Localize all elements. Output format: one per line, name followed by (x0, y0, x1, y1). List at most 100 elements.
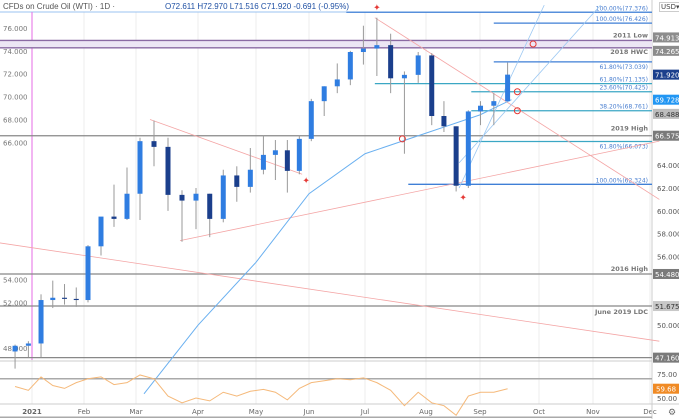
x-tick-label: Mar (129, 408, 142, 416)
candle-body (491, 101, 497, 106)
symbol-title: CFDs on Crude Oil (WTI) · 1D · (3, 2, 116, 11)
y-tick-label: 52.000 (3, 299, 28, 307)
target-circle-icon (529, 40, 537, 48)
x-tick-label: Nov (586, 408, 600, 416)
settings-gear-icon[interactable]: ⚙ (668, 408, 676, 418)
candle (179, 190, 185, 242)
candle (429, 53, 435, 126)
price-label-badge (653, 32, 679, 43)
candle-body (98, 216, 104, 247)
trendline (374, 17, 660, 200)
rsi-tick-label: 50.00 (657, 395, 677, 403)
candle (62, 284, 68, 305)
candle-body (179, 194, 185, 201)
candle-body (220, 175, 226, 219)
y-tick-label: 70.000 (3, 94, 28, 102)
candle (193, 188, 199, 230)
level-label: 2018 HWC (610, 48, 648, 56)
candle (401, 71, 407, 154)
candle (296, 135, 302, 175)
candle (360, 25, 366, 65)
currency-selector[interactable]: USD▾ (659, 2, 679, 12)
candle-body (272, 150, 278, 155)
candle (234, 166, 240, 202)
candle (453, 126, 459, 192)
fib-level-label: 38.20%(68.761) (599, 104, 648, 111)
candle-body (321, 86, 327, 102)
fib-level-label: 100.00%(76.426) (596, 16, 648, 23)
candle-body (193, 193, 199, 201)
candle (388, 33, 394, 94)
y-tick-label: 54.000 (3, 276, 28, 284)
level-label: 2019 High (611, 125, 649, 133)
candle (374, 17, 380, 77)
candle-body (85, 246, 91, 301)
candle-body (388, 45, 394, 79)
ohlc-readout: O72.611 H72.970 L71.516 C71.920 -0.691 (… (165, 2, 349, 11)
candle (415, 52, 421, 83)
candle (38, 294, 44, 358)
candle (111, 184, 117, 227)
price-label-badge (653, 94, 679, 105)
price-label-text: 74.265 (655, 48, 679, 56)
y-tick-label: 62.000 (657, 185, 679, 193)
candle (85, 245, 91, 303)
rsi-value-label: 59.68 (656, 386, 676, 394)
pivot-marker-icon: ✦ (373, 4, 381, 14)
target-circle-icon (398, 135, 406, 143)
candle-body (124, 193, 130, 219)
candle (272, 140, 278, 181)
candle-body (111, 216, 117, 219)
candle-body (284, 150, 290, 171)
candle (12, 344, 18, 369)
candle-body (453, 126, 459, 186)
y-tick-label: 58.000 (657, 231, 679, 239)
candle-body (151, 141, 157, 147)
price-label-badge (653, 45, 679, 56)
candle (137, 137, 143, 221)
fib-level-label: 61.80%(66.073) (599, 143, 648, 150)
candle-body (62, 297, 68, 299)
candle-body (401, 74, 407, 79)
candle-body (374, 45, 380, 49)
candle-body (429, 55, 435, 117)
candle (247, 148, 253, 193)
x-tick-label: Dec (643, 408, 657, 416)
candle-body (347, 52, 353, 80)
price-label-text: 54.480 (655, 271, 679, 279)
candle-body (415, 55, 421, 75)
rsi-value-badge (653, 383, 679, 394)
candle (321, 86, 327, 117)
level-label: 2016 High (611, 265, 649, 273)
candle-body (260, 154, 266, 170)
candle-body (360, 48, 366, 53)
candle (478, 101, 484, 126)
candle (50, 280, 56, 309)
candle (98, 216, 104, 256)
y-tick-label: 76.000 (3, 25, 28, 33)
price-label-text: 74.913 (655, 34, 679, 42)
candle-body (465, 111, 471, 186)
x-tick-label: Aug (419, 408, 433, 416)
resistance-zone (0, 40, 652, 48)
price-label-badge (653, 268, 679, 279)
x-tick-label: Sep (473, 408, 487, 416)
moving-average-line (143, 99, 512, 395)
level-label: June 2019 LDC (594, 308, 648, 316)
candle-body (38, 300, 44, 344)
channel-line (458, 4, 601, 164)
price-label-badge (653, 301, 679, 312)
candle-body (12, 345, 18, 352)
candle-body (165, 146, 171, 195)
trendline (0, 242, 660, 342)
candle-body (505, 74, 511, 102)
y-tick-label: 56.000 (657, 254, 679, 262)
price-label-badge (653, 69, 679, 80)
candle (284, 140, 290, 193)
price-label-badge (653, 352, 679, 363)
trendline (179, 140, 660, 241)
candle-body (50, 297, 56, 301)
price-label-badge (653, 130, 679, 141)
price-label-text: 69.728 (655, 97, 679, 105)
